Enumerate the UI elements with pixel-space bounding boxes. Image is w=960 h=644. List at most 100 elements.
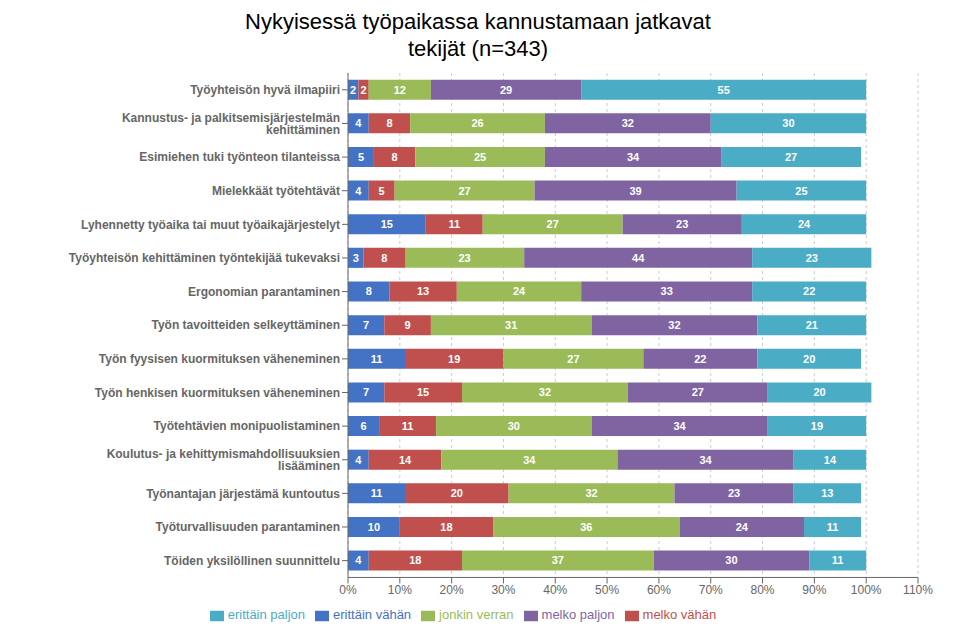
svg-text:25: 25 [474, 151, 486, 163]
svg-text:3: 3 [353, 252, 359, 264]
svg-text:32: 32 [585, 487, 597, 499]
svg-text:20: 20 [803, 353, 815, 365]
svg-text:10%: 10% [388, 583, 412, 597]
svg-text:4: 4 [355, 554, 362, 566]
svg-text:19: 19 [811, 420, 823, 432]
svg-text:33: 33 [661, 285, 673, 297]
svg-text:11: 11 [371, 487, 383, 499]
svg-text:14: 14 [824, 454, 837, 466]
svg-text:11: 11 [402, 420, 414, 432]
svg-text:23: 23 [728, 487, 740, 499]
svg-text:11: 11 [371, 353, 383, 365]
svg-text:36: 36 [580, 521, 592, 533]
svg-text:30: 30 [725, 554, 737, 566]
svg-text:15: 15 [417, 386, 429, 398]
svg-text:4: 4 [355, 117, 362, 129]
svg-text:Työturvallisuuden parantaminen: Työturvallisuuden parantaminen [156, 520, 340, 534]
svg-text:80%: 80% [751, 583, 775, 597]
svg-text:31: 31 [505, 319, 517, 331]
svg-text:34: 34 [699, 454, 712, 466]
svg-text:29: 29 [500, 84, 512, 96]
svg-text:40%: 40% [543, 583, 567, 597]
svg-text:22: 22 [694, 353, 706, 365]
svg-text:20%: 20% [440, 583, 464, 597]
svg-text:27: 27 [547, 218, 559, 230]
svg-text:Työnantajan järjestämä kuntout: Työnantajan järjestämä kuntoutus [146, 487, 340, 501]
svg-text:27: 27 [567, 353, 579, 365]
svg-text:8: 8 [392, 151, 398, 163]
svg-text:11: 11 [448, 218, 460, 230]
svg-text:90%: 90% [802, 583, 826, 597]
svg-text:21: 21 [806, 319, 818, 331]
svg-text:Lyhennetty työaika tai muut ty: Lyhennetty työaika tai muut työaikajärje… [81, 218, 340, 232]
svg-text:24: 24 [736, 521, 749, 533]
svg-text:9: 9 [405, 319, 411, 331]
svg-text:30: 30 [782, 117, 794, 129]
svg-text:25: 25 [795, 185, 807, 197]
svg-text:24: 24 [798, 218, 811, 230]
svg-text:5: 5 [358, 151, 364, 163]
svg-text:23: 23 [806, 252, 818, 264]
svg-text:Työn tavoitteiden selkeyttämin: Työn tavoitteiden selkeyttäminen [152, 318, 341, 332]
svg-text:50%: 50% [595, 583, 619, 597]
svg-text:2: 2 [350, 84, 356, 96]
svg-text:20: 20 [813, 386, 825, 398]
svg-text:32: 32 [622, 117, 634, 129]
svg-text:100%: 100% [851, 583, 882, 597]
svg-text:24: 24 [513, 285, 526, 297]
svg-text:18: 18 [409, 554, 421, 566]
svg-text:5: 5 [379, 185, 385, 197]
svg-text:2: 2 [360, 84, 366, 96]
svg-text:55: 55 [718, 84, 730, 96]
svg-text:Työyhteisön kehittäminen työnt: Työyhteisön kehittäminen työntekijää tuk… [69, 251, 340, 265]
svg-text:23: 23 [676, 218, 688, 230]
svg-text:6: 6 [360, 420, 366, 432]
svg-text:20: 20 [451, 487, 463, 499]
svg-text:Työn henkisen kuormituksen väh: Työn henkisen kuormituksen väheneminen [95, 386, 340, 400]
svg-text:15: 15 [381, 218, 393, 230]
svg-text:39: 39 [629, 185, 641, 197]
svg-text:30%: 30% [491, 583, 515, 597]
svg-text:7: 7 [363, 319, 369, 331]
svg-text:7: 7 [363, 386, 369, 398]
svg-text:4: 4 [355, 185, 362, 197]
svg-text:34: 34 [674, 420, 687, 432]
svg-text:Työtehtävien monipuolistaminen: Työtehtävien monipuolistaminen [154, 419, 340, 433]
svg-text:110%: 110% [903, 583, 933, 597]
svg-text:8: 8 [366, 285, 372, 297]
svg-text:13: 13 [417, 285, 429, 297]
svg-text:34: 34 [627, 151, 640, 163]
svg-text:60%: 60% [647, 583, 671, 597]
svg-text:70%: 70% [699, 583, 723, 597]
svg-text:26: 26 [471, 117, 483, 129]
svg-text:13: 13 [821, 487, 833, 499]
svg-text:14: 14 [399, 454, 412, 466]
svg-text:32: 32 [539, 386, 551, 398]
svg-text:0%: 0% [339, 583, 357, 597]
svg-text:27: 27 [458, 185, 470, 197]
svg-text:23: 23 [458, 252, 470, 264]
svg-text:Kannustus- ja palkitsemisjärje: Kannustus- ja palkitsemisjärjestelmänkeh… [122, 111, 340, 137]
svg-text:4: 4 [355, 454, 362, 466]
svg-text:30: 30 [508, 420, 520, 432]
svg-text:44: 44 [632, 252, 645, 264]
svg-text:Töiden yksilöllinen suunnittel: Töiden yksilöllinen suunnittelu [164, 554, 340, 568]
svg-text:Työyhteisön hyvä ilmapiiri: Työyhteisön hyvä ilmapiiri [190, 83, 340, 97]
svg-text:32: 32 [668, 319, 680, 331]
svg-text:8: 8 [381, 252, 387, 264]
svg-text:10: 10 [368, 521, 380, 533]
svg-text:27: 27 [692, 386, 704, 398]
svg-text:Esimiehen tuki työnteon tilant: Esimiehen tuki työnteon tilanteissa [139, 150, 340, 164]
svg-text:22: 22 [803, 285, 815, 297]
svg-text:27: 27 [785, 151, 797, 163]
svg-text:37: 37 [552, 554, 564, 566]
svg-text:Koulutus- ja kehittymismahdoll: Koulutus- ja kehittymismahdollisuuksienl… [107, 447, 340, 473]
svg-text:Työn fyysisen kuormituksen väh: Työn fyysisen kuormituksen väheneminen [99, 352, 340, 366]
svg-text:8: 8 [386, 117, 392, 129]
svg-text:Mielekkäät työtehtävät: Mielekkäät työtehtävät [212, 184, 340, 198]
svg-text:18: 18 [440, 521, 452, 533]
svg-text:19: 19 [448, 353, 460, 365]
svg-text:34: 34 [523, 454, 536, 466]
svg-text:12: 12 [394, 84, 406, 96]
svg-text:11: 11 [832, 554, 844, 566]
